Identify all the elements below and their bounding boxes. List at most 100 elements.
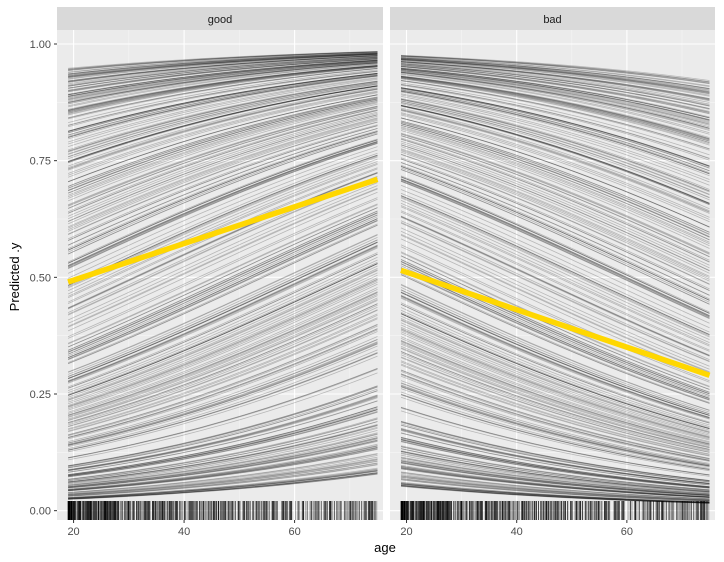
individual-curve <box>400 117 710 228</box>
individual-curve <box>400 138 710 263</box>
individual-curve <box>68 53 378 77</box>
individual-curve <box>400 467 710 498</box>
individual-curve <box>400 157 710 290</box>
individual-curve <box>68 59 378 95</box>
individual-curve <box>68 441 378 489</box>
individual-curve <box>68 448 378 492</box>
individual-curve <box>68 328 378 438</box>
individual-curve <box>400 369 710 459</box>
individual-curve <box>400 70 710 126</box>
individual-curve <box>400 71 710 129</box>
individual-curve <box>67 89 378 171</box>
individual-curve <box>67 94 378 183</box>
individual-curve <box>68 459 378 495</box>
individual-curve <box>400 67 710 119</box>
individual-curve <box>400 68 710 121</box>
individual-curve <box>68 66 378 116</box>
individual-curve <box>400 58 710 93</box>
individual-curve <box>400 117 710 228</box>
individual-curve <box>400 164 710 300</box>
individual-curve <box>67 162 378 297</box>
individual-curve <box>400 295 710 419</box>
individual-curve <box>68 400 378 473</box>
individual-curve <box>67 140 378 266</box>
x-axis-title: age <box>374 540 396 555</box>
individual-curve <box>68 55 378 82</box>
individual-curve <box>400 421 710 482</box>
individual-curve <box>67 132 378 253</box>
individual-curve <box>68 339 378 444</box>
individual-curve <box>400 462 710 497</box>
individual-curve <box>68 448 378 491</box>
individual-curve <box>67 245 378 383</box>
individual-curve <box>400 297 710 420</box>
individual-curve <box>68 55 378 83</box>
individual-curve <box>400 360 710 455</box>
individual-curve <box>68 70 378 126</box>
individual-curve <box>68 68 378 120</box>
individual-curve <box>400 296 710 419</box>
individual-curve <box>400 61 710 101</box>
individual-curve <box>400 216 710 357</box>
individual-curve <box>68 329 378 439</box>
individual-curve <box>400 158 710 291</box>
rug-marks <box>67 501 378 520</box>
individual-curve <box>400 63 710 107</box>
individual-curve <box>67 139 378 264</box>
individual-curve <box>400 179 710 318</box>
individual-curve <box>400 109 710 213</box>
individual-curve <box>68 395 378 471</box>
individual-curve <box>68 65 378 111</box>
individual-curve <box>67 214 378 355</box>
individual-curve <box>68 385 378 467</box>
individual-curve <box>68 426 378 484</box>
individual-curve <box>68 59 378 96</box>
individual-curve <box>67 279 378 408</box>
individual-curve <box>67 268 378 400</box>
individual-curve <box>400 55 710 83</box>
individual-curve <box>400 144 710 271</box>
individual-curve <box>400 128 710 247</box>
individual-curve <box>400 303 710 424</box>
individual-curve <box>67 218 378 359</box>
individual-curve <box>67 117 378 228</box>
individual-curve <box>400 61 710 100</box>
individual-curve <box>400 267 710 399</box>
individual-curve <box>400 151 710 282</box>
individual-curve <box>400 448 710 492</box>
individual-curve <box>400 340 710 445</box>
individual-curve <box>68 447 378 491</box>
individual-curve <box>400 428 710 484</box>
individual-curve <box>67 245 378 382</box>
individual-curve <box>400 54 710 81</box>
individual-curve <box>67 120 378 232</box>
individual-curve <box>400 441 710 489</box>
individual-curve <box>68 343 378 446</box>
individual-curve <box>400 424 710 483</box>
individual-curve <box>68 432 378 486</box>
individual-curve <box>400 162 710 296</box>
individual-curve <box>68 51 378 69</box>
individual-curve <box>68 460 378 496</box>
individual-curve <box>400 57 710 90</box>
individual-curve <box>400 478 710 502</box>
individual-curve <box>400 121 710 235</box>
individual-curve <box>68 417 378 480</box>
individual-curve <box>400 55 710 84</box>
individual-curve <box>67 85 378 162</box>
individual-curve <box>67 259 378 393</box>
individual-curve <box>67 90 378 174</box>
individual-curve <box>68 430 378 485</box>
individual-curve <box>400 233 710 373</box>
individual-curve <box>68 453 378 493</box>
individual-curve <box>68 56 378 87</box>
facet-panel-good: good 20 40 60 <box>57 7 383 538</box>
individual-curve <box>400 100 710 196</box>
individual-curve <box>67 75 378 137</box>
individual-curve <box>400 421 710 481</box>
individual-curve <box>400 356 710 453</box>
individual-curve <box>400 62 710 103</box>
individual-curve <box>400 464 710 497</box>
individual-curve <box>68 51 378 71</box>
